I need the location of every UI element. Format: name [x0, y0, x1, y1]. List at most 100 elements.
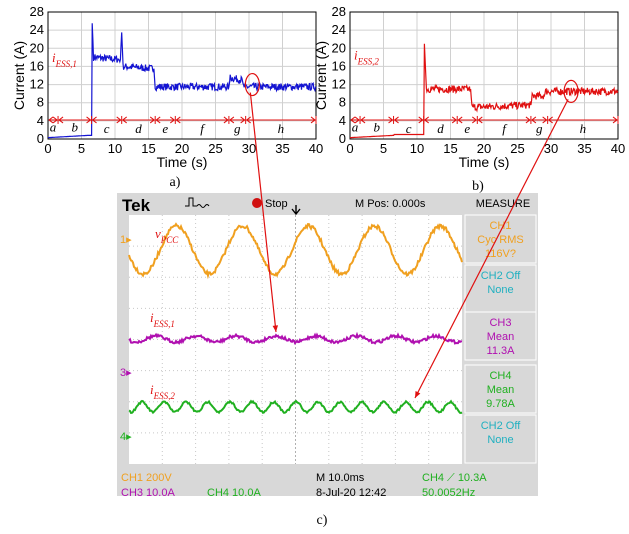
- channel-marker-1: 1▸: [120, 234, 132, 246]
- x-tick-label: 5: [78, 141, 85, 156]
- x-tick-label: 35: [275, 141, 289, 156]
- segment-arrowheads: [350, 116, 360, 124]
- waveform-ess1: [128, 331, 463, 346]
- measurement-text: CH2 Off: [481, 270, 521, 282]
- segment-arrowheads: [531, 116, 548, 124]
- y-tick-label: 8: [37, 95, 44, 110]
- annotation-arrowhead: [272, 325, 279, 332]
- scope-footer-text: CH1 200V: [121, 472, 172, 484]
- x-tick-label: 10: [108, 141, 122, 156]
- caption-c: c): [317, 513, 328, 528]
- trigger-position-icon: [291, 205, 301, 216]
- measurement-box[interactable]: [464, 214, 537, 264]
- y-tick-label: 24: [332, 22, 346, 37]
- annotation-arrow: [249, 92, 277, 333]
- x-tick-label: 30: [242, 141, 256, 156]
- annotation-arrowhead: [415, 391, 421, 398]
- segment-arrowheads: [229, 116, 246, 124]
- x-tick-label: 25: [510, 141, 524, 156]
- channel-marker-4: 4▸: [120, 431, 132, 443]
- scope-footer-text: 50.0052Hz: [422, 487, 475, 499]
- label-ess2: iESS,2: [150, 382, 175, 401]
- x-axis-label: Time (s): [459, 154, 510, 170]
- segment-arrowheads: [423, 116, 458, 124]
- measurement-box[interactable]: [464, 414, 537, 464]
- y-tick-label: 28: [332, 4, 346, 19]
- highlight-ellipse: [244, 72, 260, 97]
- measurement-text: 116V?: [485, 248, 516, 260]
- scope-footer-text: CH4 10.0A: [207, 487, 261, 499]
- segment-label-d: d: [437, 121, 444, 136]
- measurement-text: Mean: [487, 331, 515, 343]
- segment-label-h: h: [580, 121, 587, 136]
- y-tick-label: 4: [339, 113, 346, 128]
- segment-label-a: a: [50, 120, 57, 135]
- measurement-text: None: [487, 284, 513, 296]
- series-line-ess2: [350, 43, 619, 139]
- x-tick-label: 40: [309, 141, 323, 156]
- segment-arrowheads: [48, 116, 58, 124]
- x-axis-label: Time (s): [157, 154, 208, 170]
- scope-brand: Tek: [122, 196, 151, 215]
- plot-frame: [47, 11, 317, 140]
- x-tick-label: 20: [477, 141, 491, 156]
- segment-label-e: e: [162, 121, 168, 136]
- y-tick-label: 0: [339, 131, 346, 146]
- oscilloscope-screenshot: Tek Stop M Pos: 0.000s MEASURE vPCC iESS,…: [117, 193, 538, 499]
- y-tick-label: 20: [332, 40, 346, 55]
- channel-marker-3: 3▸: [120, 367, 132, 379]
- x-tick-label: 15: [141, 141, 155, 156]
- series-label: iESS,2: [354, 48, 379, 67]
- measurement-text: CH4: [489, 370, 511, 382]
- segment-arrowheads: [121, 116, 156, 124]
- segment-label-a: a: [352, 120, 359, 135]
- y-tick-label: 12: [332, 77, 346, 92]
- y-axis-label: Current (A): [313, 41, 329, 110]
- highlight-ellipse: [563, 79, 579, 103]
- measurement-box[interactable]: [464, 364, 537, 414]
- segment-arrowheads: [360, 116, 394, 124]
- y-tick-label: 16: [30, 58, 44, 73]
- caption-b: b): [472, 179, 484, 194]
- segment-label-b: b: [72, 120, 79, 135]
- segment-arrowheads: [155, 116, 176, 124]
- measurement-text: 11.3A: [487, 345, 516, 357]
- segment-arrowheads: [477, 116, 531, 124]
- label-vpcc: vPCC: [155, 226, 179, 245]
- y-tick-label: 16: [332, 58, 346, 73]
- scope-footer-text: M 10.0ms: [316, 472, 365, 484]
- segment-arrowheads: [58, 116, 92, 124]
- waveform-ess2: [128, 399, 463, 415]
- measurement-box[interactable]: [464, 311, 537, 361]
- measurement-text: CH1: [489, 220, 511, 232]
- series-line-ess1: [48, 23, 317, 139]
- segment-label-b: b: [374, 120, 381, 135]
- segment-label-f: f: [502, 121, 508, 136]
- annotation-arrows: [249, 92, 569, 399]
- y-tick-label: 8: [339, 95, 346, 110]
- scope-footer-text: CH4 ⟋ 10.3A: [422, 472, 487, 484]
- y-tick-label: 4: [37, 113, 44, 128]
- scope-stop-label: Stop: [265, 198, 288, 210]
- measurement-box[interactable]: [464, 264, 537, 314]
- x-tick-label: 40: [611, 141, 625, 156]
- scope-measure-title: MEASURE: [476, 198, 530, 210]
- y-tick-label: 24: [30, 22, 44, 37]
- segment-arrowheads: [245, 116, 316, 124]
- plot-frame: [349, 11, 619, 140]
- label-ess1: iESS,1: [150, 310, 175, 329]
- segment-arrowheads: [91, 116, 122, 124]
- x-tick-label: 30: [544, 141, 558, 156]
- y-tick-label: 20: [30, 40, 44, 55]
- segment-arrowheads: [175, 116, 229, 124]
- scope-footer-text: 8-Jul-20 12:42: [316, 487, 386, 499]
- segment-label-e: e: [464, 121, 470, 136]
- segment-label-c: c: [406, 121, 412, 136]
- segment-label-d: d: [135, 121, 142, 136]
- x-tick-label: 35: [577, 141, 591, 156]
- x-tick-label: 15: [443, 141, 457, 156]
- segment-label-g: g: [536, 121, 543, 136]
- segment-label-c: c: [104, 121, 110, 136]
- x-tick-label: 0: [44, 141, 51, 156]
